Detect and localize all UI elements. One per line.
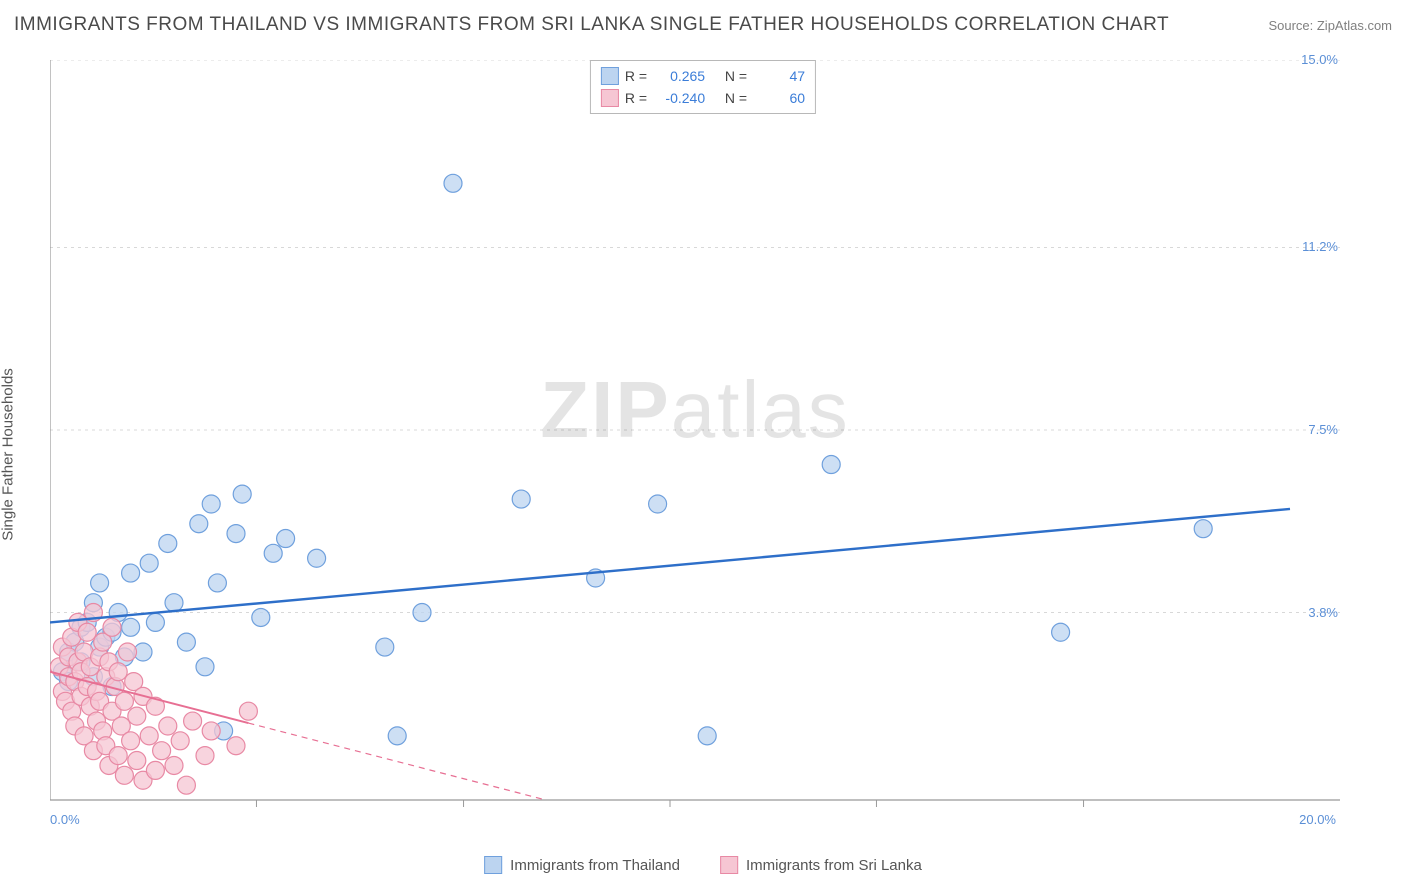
n-value: 47 <box>753 65 805 87</box>
n-label: N = <box>725 65 747 87</box>
legend-swatch <box>601 67 619 85</box>
n-label: N = <box>725 87 747 109</box>
x-tick-label: 20.0% <box>1299 812 1336 827</box>
r-value: -0.240 <box>653 87 705 109</box>
r-label: R = <box>625 87 647 109</box>
legend-series: Immigrants from Thailand Immigrants from … <box>484 856 922 874</box>
legend-swatch <box>601 89 619 107</box>
chart-title: IMMIGRANTS FROM THAILAND VS IMMIGRANTS F… <box>14 14 1169 36</box>
legend-swatch <box>720 856 738 874</box>
legend-stat-row: R = -0.240 N = 60 <box>601 87 805 109</box>
y-tick-label: 3.8% <box>1308 605 1338 620</box>
y-tick-label: 11.2% <box>1302 239 1338 254</box>
r-value: 0.265 <box>653 65 705 87</box>
legend-stats: R = 0.265 N = 47 R = -0.240 N = 60 <box>590 60 816 114</box>
legend-series-item: Immigrants from Sri Lanka <box>720 856 922 874</box>
x-tick-label: 0.0% <box>50 812 80 827</box>
plot-area: ZIPatlas 3.8%7.5%11.2%15.0%0.0%20.0% <box>50 60 1340 820</box>
scatter-chart <box>50 60 1340 820</box>
legend-series-label: Immigrants from Sri Lanka <box>746 857 922 874</box>
y-tick-label: 15.0% <box>1301 52 1338 67</box>
legend-series-item: Immigrants from Thailand <box>484 856 680 874</box>
legend-series-label: Immigrants from Thailand <box>510 857 680 874</box>
legend-stat-row: R = 0.265 N = 47 <box>601 65 805 87</box>
r-label: R = <box>625 65 647 87</box>
y-axis-label: Single Father Households <box>0 368 17 541</box>
n-value: 60 <box>753 87 805 109</box>
y-tick-label: 7.5% <box>1308 422 1338 437</box>
legend-swatch <box>484 856 502 874</box>
chart-source: Source: ZipAtlas.com <box>1268 18 1392 33</box>
